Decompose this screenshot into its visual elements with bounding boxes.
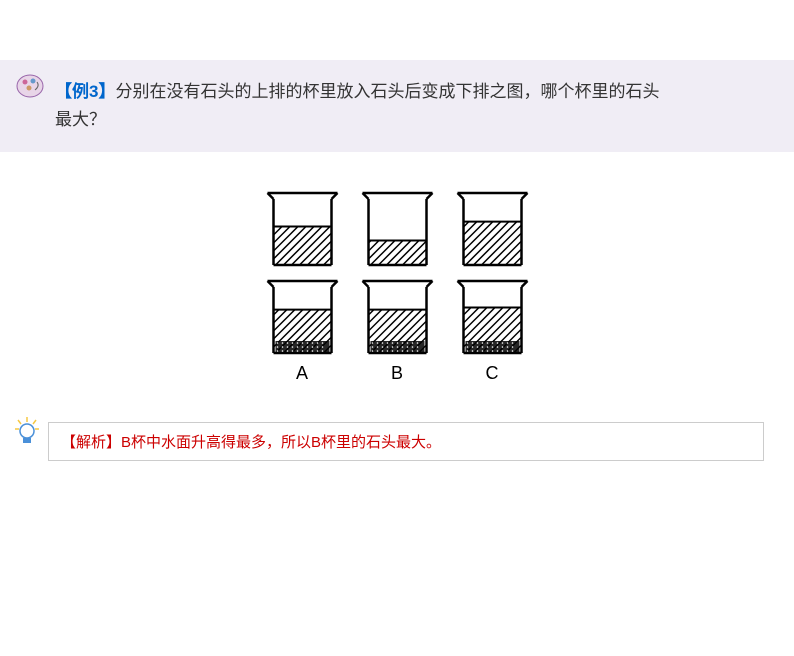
palette-icon (15, 72, 45, 98)
beaker (265, 275, 340, 355)
question-container: 【例3】分别在没有石头的上排的杯里放入石头后变成下排之图，哪个杯里的石头 最大？ (0, 60, 794, 152)
answer-container: 【解析】B杯中水面升高得最多，所以B杯里的石头最大。 (48, 422, 764, 461)
question-line2: 最大？ (55, 106, 764, 134)
beaker-label: B (360, 363, 435, 384)
example-label: 【例3】 (55, 82, 115, 101)
lightbulb-icon (11, 415, 43, 447)
beaker (265, 187, 340, 267)
beaker-row-bottom (0, 275, 794, 355)
labels-row: ABC (0, 363, 794, 384)
beaker (360, 187, 435, 267)
question-line1: 分别在没有石头的上排的杯里放入石头后变成下排之图，哪个杯里的石头 (115, 82, 659, 101)
beaker-row-top (0, 187, 794, 267)
answer-text: 【解析】B杯中水面升高得最多，所以B杯里的石头最大。 (61, 431, 751, 452)
beaker (455, 187, 530, 267)
question-text: 【例3】分别在没有石头的上排的杯里放入石头后变成下排之图，哪个杯里的石头 (55, 78, 764, 106)
answer-label: 【解析】 (61, 434, 121, 451)
answer-content: B杯中水面升高得最多，所以B杯里的石头最大。 (121, 434, 441, 451)
beaker (360, 275, 435, 355)
beaker-label: A (265, 363, 340, 384)
beaker-label: C (455, 363, 530, 384)
beaker (455, 275, 530, 355)
diagram-container: ABC (0, 187, 794, 384)
